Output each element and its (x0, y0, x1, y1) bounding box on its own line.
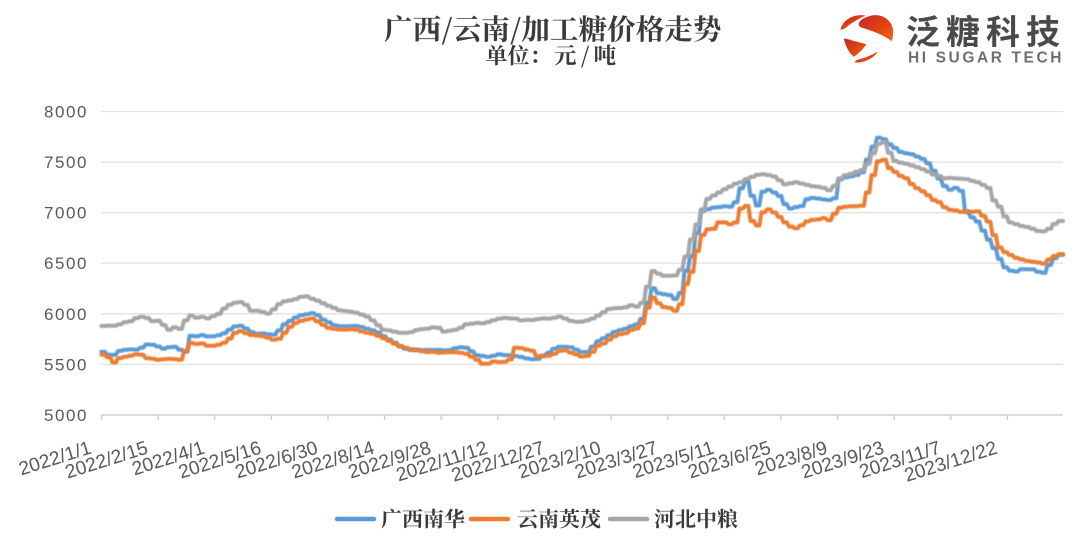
svg-text:5500: 5500 (44, 355, 87, 374)
svg-text:8000: 8000 (44, 103, 87, 122)
svg-text:7000: 7000 (44, 204, 87, 223)
svg-text:HI SUGAR TECH: HI SUGAR TECH (908, 50, 1064, 67)
svg-text:6000: 6000 (44, 305, 87, 324)
svg-text:5000: 5000 (44, 406, 87, 425)
svg-text:7500: 7500 (44, 153, 87, 172)
svg-text:6500: 6500 (44, 254, 87, 273)
